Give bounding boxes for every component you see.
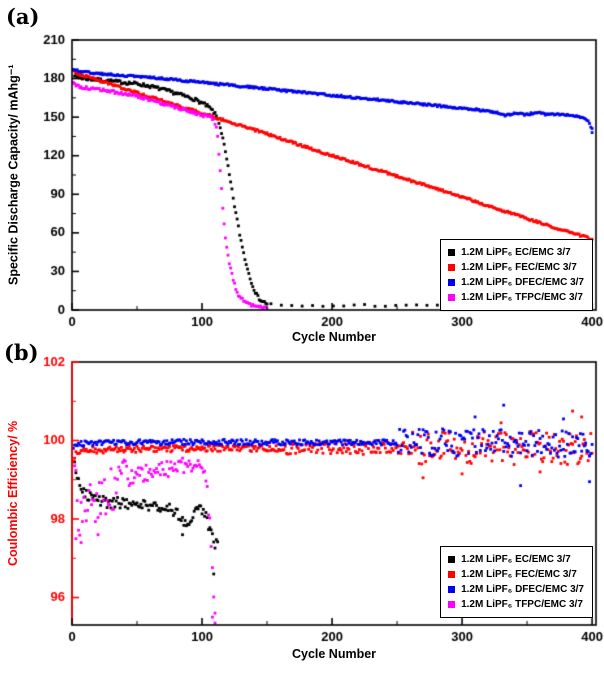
panel-b-label: (b) xyxy=(4,340,39,365)
panel-a-label: (a) xyxy=(6,4,40,29)
y-axis-label-efficiency: Coulombic Efficiency/ % xyxy=(6,420,20,567)
legend-label: 1.2M LiPF₆ DFEC/EMC 3/7 xyxy=(461,584,584,595)
legend-item: 1.2M LiPF₆ FEC/EMC 3/7 xyxy=(448,567,584,582)
y-axis-label-capacity: Specific Discharge Capacity/ mAhg⁻¹ xyxy=(6,64,21,286)
legend-item: 1.2M LiPF₆ DFEC/EMC 3/7 xyxy=(448,582,584,597)
legend-label: 1.2M LiPF₆ EC/EMC 3/7 xyxy=(461,554,571,565)
legend-item: 1.2M LiPF₆ EC/EMC 3/7 xyxy=(448,552,584,567)
series-marker-icon xyxy=(448,249,456,256)
series-marker-icon xyxy=(448,264,456,271)
legend-item: 1.2M LiPF₆ TFPC/EMC 3/7 xyxy=(448,597,584,612)
series-marker-icon xyxy=(448,294,456,301)
series-marker-icon xyxy=(448,279,456,286)
legend-label: 1.2M LiPF₆ FEC/EMC 3/7 xyxy=(461,262,577,273)
legend-label: 1.2M LiPF₆ TFPC/EMC 3/7 xyxy=(461,599,583,610)
legend-label: 1.2M LiPF₆ FEC/EMC 3/7 xyxy=(461,569,577,580)
series-marker-icon xyxy=(448,601,456,608)
legend-item: 1.2M LiPF₆ TFPC/EMC 3/7 xyxy=(448,290,584,305)
legend-item: 1.2M LiPF₆ EC/EMC 3/7 xyxy=(448,245,584,260)
x-axis-label-cycle-a: Cycle Number xyxy=(291,330,377,344)
legend-efficiency: 1.2M LiPF₆ EC/EMC 3/7 1.2M LiPF₆ FEC/EMC… xyxy=(440,546,593,618)
series-marker-icon xyxy=(448,586,456,593)
legend-capacity: 1.2M LiPF₆ EC/EMC 3/7 1.2M LiPF₆ FEC/EMC… xyxy=(440,239,593,311)
legend-item: 1.2M LiPF₆ FEC/EMC 3/7 xyxy=(448,260,584,275)
legend-label: 1.2M LiPF₆ DFEC/EMC 3/7 xyxy=(461,277,584,288)
series-marker-icon xyxy=(448,556,456,563)
efficiency-chart-canvas xyxy=(0,345,604,680)
x-axis-label-cycle-b: Cycle Number xyxy=(291,647,377,661)
legend-label: 1.2M LiPF₆ TFPC/EMC 3/7 xyxy=(461,292,583,303)
legend-item: 1.2M LiPF₆ DFEC/EMC 3/7 xyxy=(448,275,584,290)
series-marker-icon xyxy=(448,571,456,578)
legend-label: 1.2M LiPF₆ EC/EMC 3/7 xyxy=(461,247,571,258)
